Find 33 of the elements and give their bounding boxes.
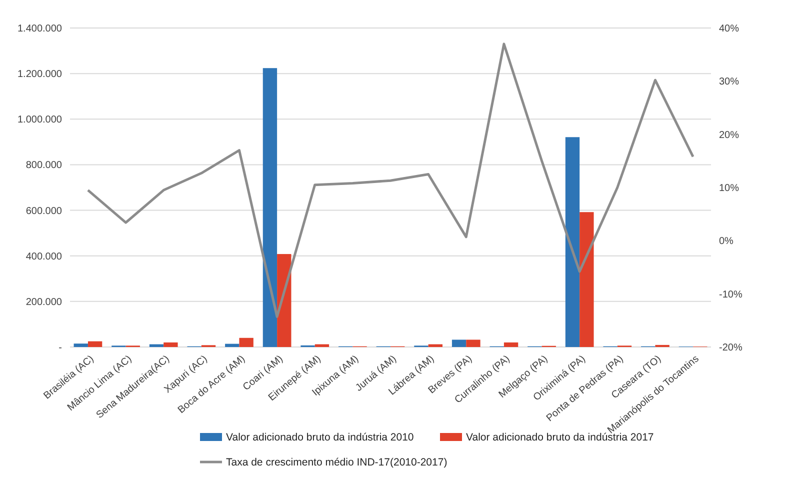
y2-tick-label: 0% bbox=[719, 236, 734, 248]
bar bbox=[262, 68, 278, 347]
y2-tick-label: 30% bbox=[719, 76, 740, 88]
bar bbox=[164, 342, 178, 347]
y-tick-label: 1.200.000 bbox=[18, 69, 62, 80]
line-series bbox=[86, 42, 694, 318]
y-tick-label: 400.000 bbox=[26, 251, 62, 262]
bar bbox=[580, 212, 594, 347]
y-tick-label: 600.000 bbox=[26, 206, 62, 217]
bar bbox=[452, 340, 466, 347]
bar bbox=[565, 137, 580, 347]
legend-label: Valor adicionado bruto da indústria 2017 bbox=[466, 432, 654, 444]
legend-label: Taxa de crescimento médio IND-17(2010-2017) bbox=[226, 456, 448, 469]
bar bbox=[88, 341, 102, 347]
y2-tick-label: 20% bbox=[719, 130, 740, 141]
legend-label: Valor adicionado bruto da indústria 2010 bbox=[226, 432, 414, 444]
bar bbox=[504, 342, 518, 347]
bar bbox=[314, 344, 330, 347]
bar bbox=[225, 344, 240, 347]
y2-tick-label: 40% bbox=[719, 24, 740, 34]
y-tick-label: 1.400.000 bbox=[18, 24, 62, 34]
y-tick-label: - bbox=[58, 342, 62, 354]
y-tick-label: 200.000 bbox=[26, 296, 62, 308]
bar bbox=[428, 344, 442, 347]
y2-tick-label: -10% bbox=[719, 289, 742, 300]
y2-tick-label: 10% bbox=[719, 183, 740, 194]
bar bbox=[74, 344, 88, 347]
y2-tick-label: -20% bbox=[719, 342, 742, 354]
bar bbox=[239, 338, 254, 347]
y-tick-label: 800.000 bbox=[26, 160, 62, 172]
y-tick-label: 1.000.000 bbox=[18, 114, 62, 126]
bar bbox=[466, 340, 480, 347]
bar bbox=[149, 344, 164, 347]
